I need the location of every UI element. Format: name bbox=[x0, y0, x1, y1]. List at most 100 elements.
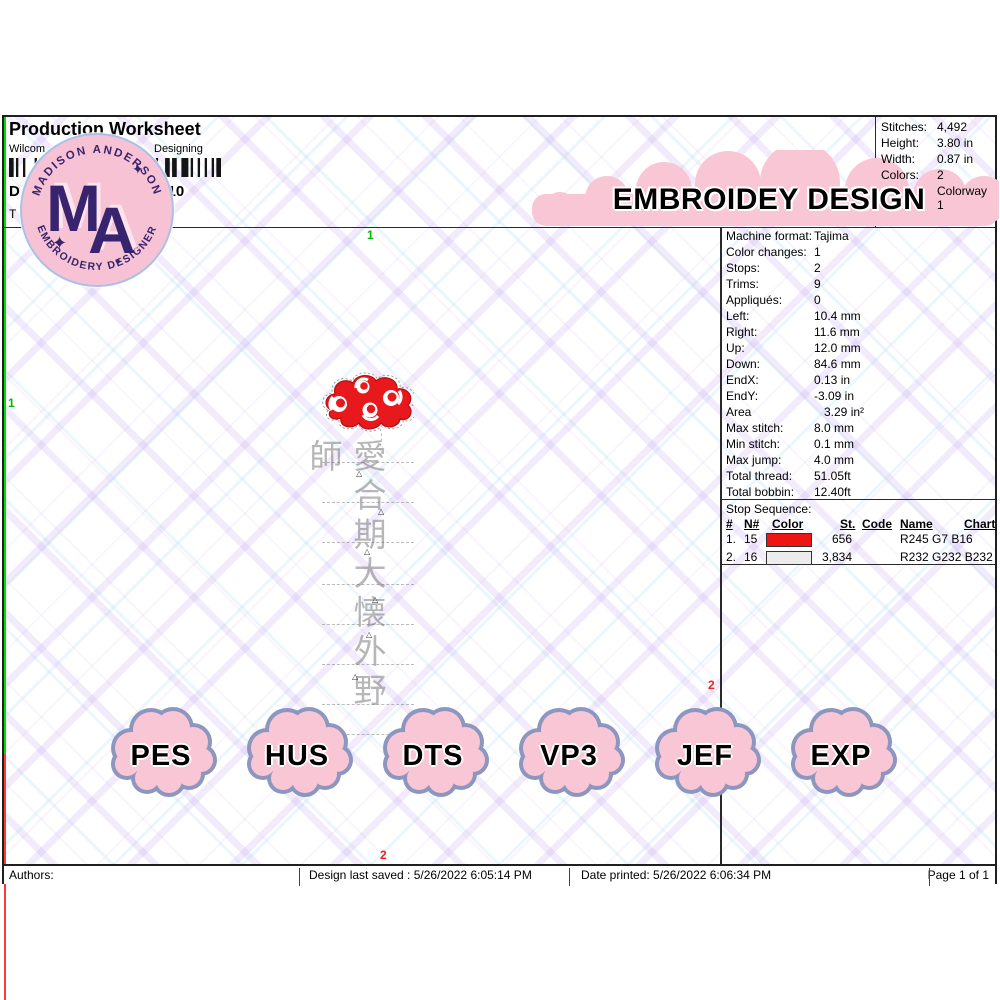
format-badge-pes: PES bbox=[101, 700, 221, 800]
date-printed: Date printed: 5/26/2022 6:06:34 PM bbox=[581, 868, 772, 882]
info-row: Up: 12.0 mm bbox=[726, 341, 994, 357]
underlay-stitch-line bbox=[322, 584, 414, 585]
info-row: Appliqués: 0 bbox=[726, 293, 994, 309]
stop-row-stitches: 3,834 bbox=[821, 550, 852, 564]
stat-width: Width: 0.87 in bbox=[881, 152, 993, 168]
info-label: Trims: bbox=[726, 277, 759, 291]
stop-row-name: R232 G232 B232 bbox=[900, 550, 993, 564]
marker-bottom: 2 bbox=[380, 848, 387, 862]
info-label: Total thread: bbox=[726, 469, 793, 483]
info-label: Max jump: bbox=[726, 453, 782, 467]
info-value: 2 bbox=[814, 261, 821, 275]
logo-monogram-a: A bbox=[88, 193, 136, 267]
page-number: Page 1 of 1 bbox=[927, 868, 989, 882]
format-label: PES bbox=[130, 740, 192, 772]
stat-label: Colors: bbox=[881, 168, 920, 182]
stop-sequence-title: Stop Sequence: bbox=[726, 502, 812, 516]
underlay-stitch-line bbox=[322, 734, 414, 735]
format-label: EXP bbox=[810, 740, 872, 772]
info-row: Min stitch: 0.1 mm bbox=[726, 437, 994, 453]
info-value: 12.40ft bbox=[814, 485, 851, 499]
info-value: 9 bbox=[814, 277, 821, 291]
stitch-text-column: 愛合期大懐外野師 bbox=[304, 439, 387, 712]
format-badge-hus: HUS bbox=[237, 700, 357, 800]
worksheet-sheet: Production Worksheet Wilcom Designing D … bbox=[2, 115, 999, 1000]
col-num: # bbox=[726, 517, 733, 531]
footer-separator bbox=[299, 868, 300, 886]
software-name-tail: Designing bbox=[154, 143, 203, 155]
col-name: Name bbox=[900, 517, 933, 531]
marker-left: 1 bbox=[8, 396, 15, 410]
stop-row-stitches: 656 bbox=[831, 532, 852, 546]
logo-monogram-m: M bbox=[46, 171, 101, 245]
info-row: Machine format: Tajima bbox=[726, 229, 994, 245]
info-value: Tajima bbox=[814, 229, 849, 243]
info-row: Max jump: 4.0 mm bbox=[726, 453, 994, 469]
info-panel-border bbox=[720, 227, 722, 864]
info-label: Down: bbox=[726, 357, 761, 371]
info-label: Left: bbox=[726, 309, 750, 323]
sparkle-icon: ✦ bbox=[114, 257, 123, 268]
info-label: Machine format: bbox=[726, 229, 813, 243]
title-label: T bbox=[9, 207, 17, 221]
underlay-stitch-line bbox=[322, 462, 414, 463]
banner-cloud bbox=[532, 150, 999, 226]
stop-row-n: 15 bbox=[744, 532, 758, 546]
info-label: Up: bbox=[726, 341, 745, 355]
info-value: 3.29 in² bbox=[824, 405, 865, 419]
stat-label: Height: bbox=[881, 136, 920, 150]
format-badge-vp3: VP3 bbox=[509, 700, 629, 800]
info-value: 11.6 mm bbox=[814, 325, 860, 339]
info-label: Right: bbox=[726, 325, 758, 339]
footer-separator bbox=[569, 868, 570, 886]
info-label: Appliqués: bbox=[726, 293, 783, 307]
stop-row-name: R245 G7 B16 bbox=[900, 532, 973, 546]
stitch-marker-triangle: △ bbox=[364, 547, 371, 556]
stop-row-n: 16 bbox=[744, 550, 758, 564]
col-st: St. bbox=[840, 517, 856, 531]
info-label: EndX: bbox=[726, 373, 759, 387]
info-label: Area bbox=[726, 405, 752, 419]
stat-label: Stitches: bbox=[881, 120, 928, 134]
sparkle-icon: ✦ bbox=[52, 233, 68, 253]
stat-value: 3.80 in bbox=[937, 136, 974, 150]
info-value: 10.4 mm bbox=[814, 309, 861, 323]
stat-value: Colorway 1 bbox=[937, 184, 988, 212]
info-row: EndY: -3.09 in bbox=[726, 389, 994, 405]
banner-title: EMBROIDEY DESIGN bbox=[612, 183, 926, 216]
stat-colors: Colors: 2 bbox=[881, 168, 993, 184]
stat-label: Width: bbox=[881, 152, 916, 166]
info-row: Total bobbin: 12.40ft bbox=[726, 485, 994, 501]
green-vertical-guide bbox=[4, 117, 6, 754]
stop-sequence-bottom-border bbox=[722, 564, 995, 565]
info-label: EndY: bbox=[726, 389, 759, 403]
info-value: 0.13 in bbox=[814, 373, 851, 387]
format-label: JEF bbox=[676, 740, 734, 772]
stitch-marker-triangle: △ bbox=[378, 507, 385, 516]
col-chart: Chart bbox=[964, 517, 996, 531]
header-separator bbox=[4, 227, 995, 228]
logo-arc-text: MADISON ANDERSON EMBROIDERY DESIGNER bbox=[31, 144, 162, 273]
stat-value: 2 bbox=[937, 168, 944, 182]
design-label: D bbox=[9, 183, 20, 200]
stop-sequence-top-border bbox=[722, 499, 995, 500]
info-value: 0.1 mm bbox=[814, 437, 855, 451]
info-row: Color changes: 1 bbox=[726, 245, 994, 261]
info-row: Total thread: 51.05ft bbox=[726, 469, 994, 485]
info-label: Max stitch: bbox=[726, 421, 784, 435]
stitch-marker-triangle: △ bbox=[356, 469, 363, 478]
info-row: Trims: 9 bbox=[726, 277, 994, 293]
underlay-stitch-line bbox=[322, 542, 414, 543]
info-row: Stops: 2 bbox=[726, 261, 994, 277]
underlay-stitch-line bbox=[322, 664, 414, 665]
stat-height: Height: 3.80 in bbox=[881, 136, 993, 152]
marker-top: 1 bbox=[367, 228, 374, 242]
info-value: 4.0 mm bbox=[814, 453, 855, 467]
info-row: EndX: 0.13 in bbox=[726, 373, 994, 389]
info-label: Color changes: bbox=[726, 245, 807, 259]
underlay-stitch-line bbox=[322, 704, 414, 705]
stat-value: 4,492 bbox=[937, 120, 968, 134]
software-name: Wilcom bbox=[9, 143, 46, 155]
info-row: Left: 10.4 mm bbox=[726, 309, 994, 325]
